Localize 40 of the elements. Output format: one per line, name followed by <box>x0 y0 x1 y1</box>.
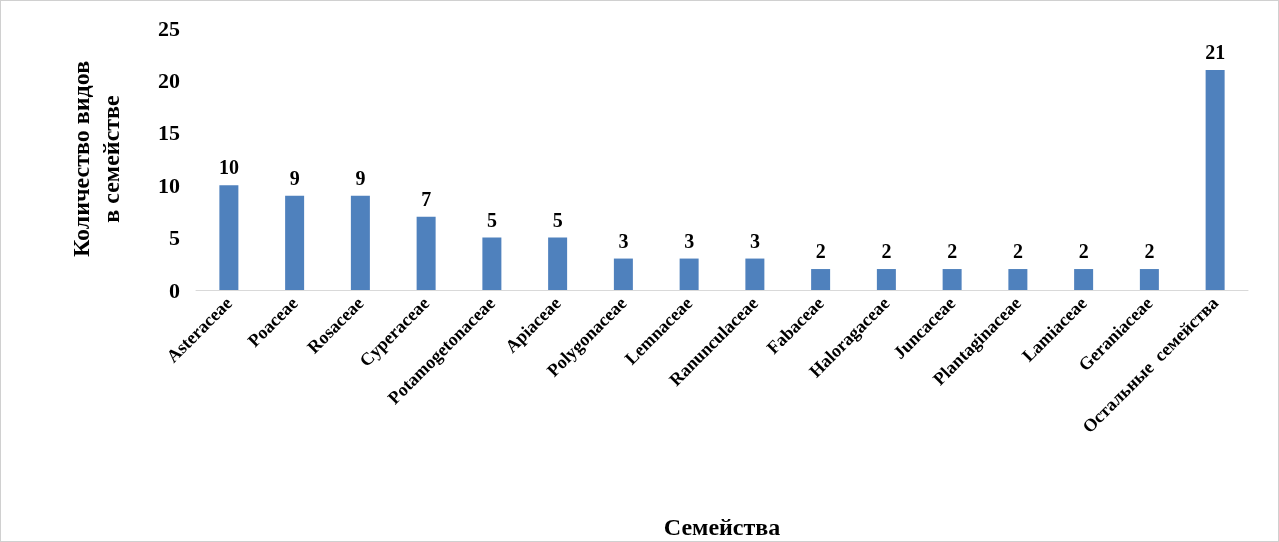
y-tick-label: 15 <box>158 120 180 146</box>
bar <box>1074 269 1094 290</box>
data-label: 2 <box>1144 240 1155 263</box>
y-tick-label: 20 <box>158 67 180 93</box>
data-label: 3 <box>684 229 695 252</box>
data-label: 2 <box>1012 240 1023 263</box>
data-label: 2 <box>947 240 958 263</box>
y-tick-label: 0 <box>169 277 180 303</box>
bar <box>548 237 568 290</box>
y-tick-label: 10 <box>158 172 180 198</box>
bar <box>1139 269 1159 290</box>
data-label: 7 <box>421 187 432 210</box>
data-label: 9 <box>289 166 300 189</box>
bar <box>350 195 370 290</box>
data-label: 2 <box>1078 240 1089 263</box>
bar <box>219 185 239 290</box>
bar <box>942 269 962 290</box>
data-label: 21 <box>1205 40 1226 63</box>
bar <box>1205 69 1225 290</box>
bar <box>482 237 502 290</box>
bar <box>613 258 633 290</box>
bar <box>679 258 699 290</box>
bar <box>876 269 896 290</box>
data-label: 3 <box>618 229 629 252</box>
x-axis-title: Семейства <box>663 514 781 540</box>
bar <box>285 195 305 290</box>
bar <box>745 258 765 290</box>
y-tick-label: 25 <box>158 15 180 41</box>
data-label: 2 <box>881 240 892 263</box>
bar <box>811 269 831 290</box>
y-axis-title: Количество видов в семействе <box>68 60 124 258</box>
bar <box>416 216 436 290</box>
data-label: 5 <box>486 208 497 231</box>
data-label: 5 <box>552 208 563 231</box>
data-label: 3 <box>749 229 760 252</box>
data-label: 10 <box>218 156 239 179</box>
y-tick-label: 5 <box>169 225 180 251</box>
bar <box>1008 269 1028 290</box>
data-label: 2 <box>815 240 826 263</box>
data-label: 9 <box>355 166 366 189</box>
